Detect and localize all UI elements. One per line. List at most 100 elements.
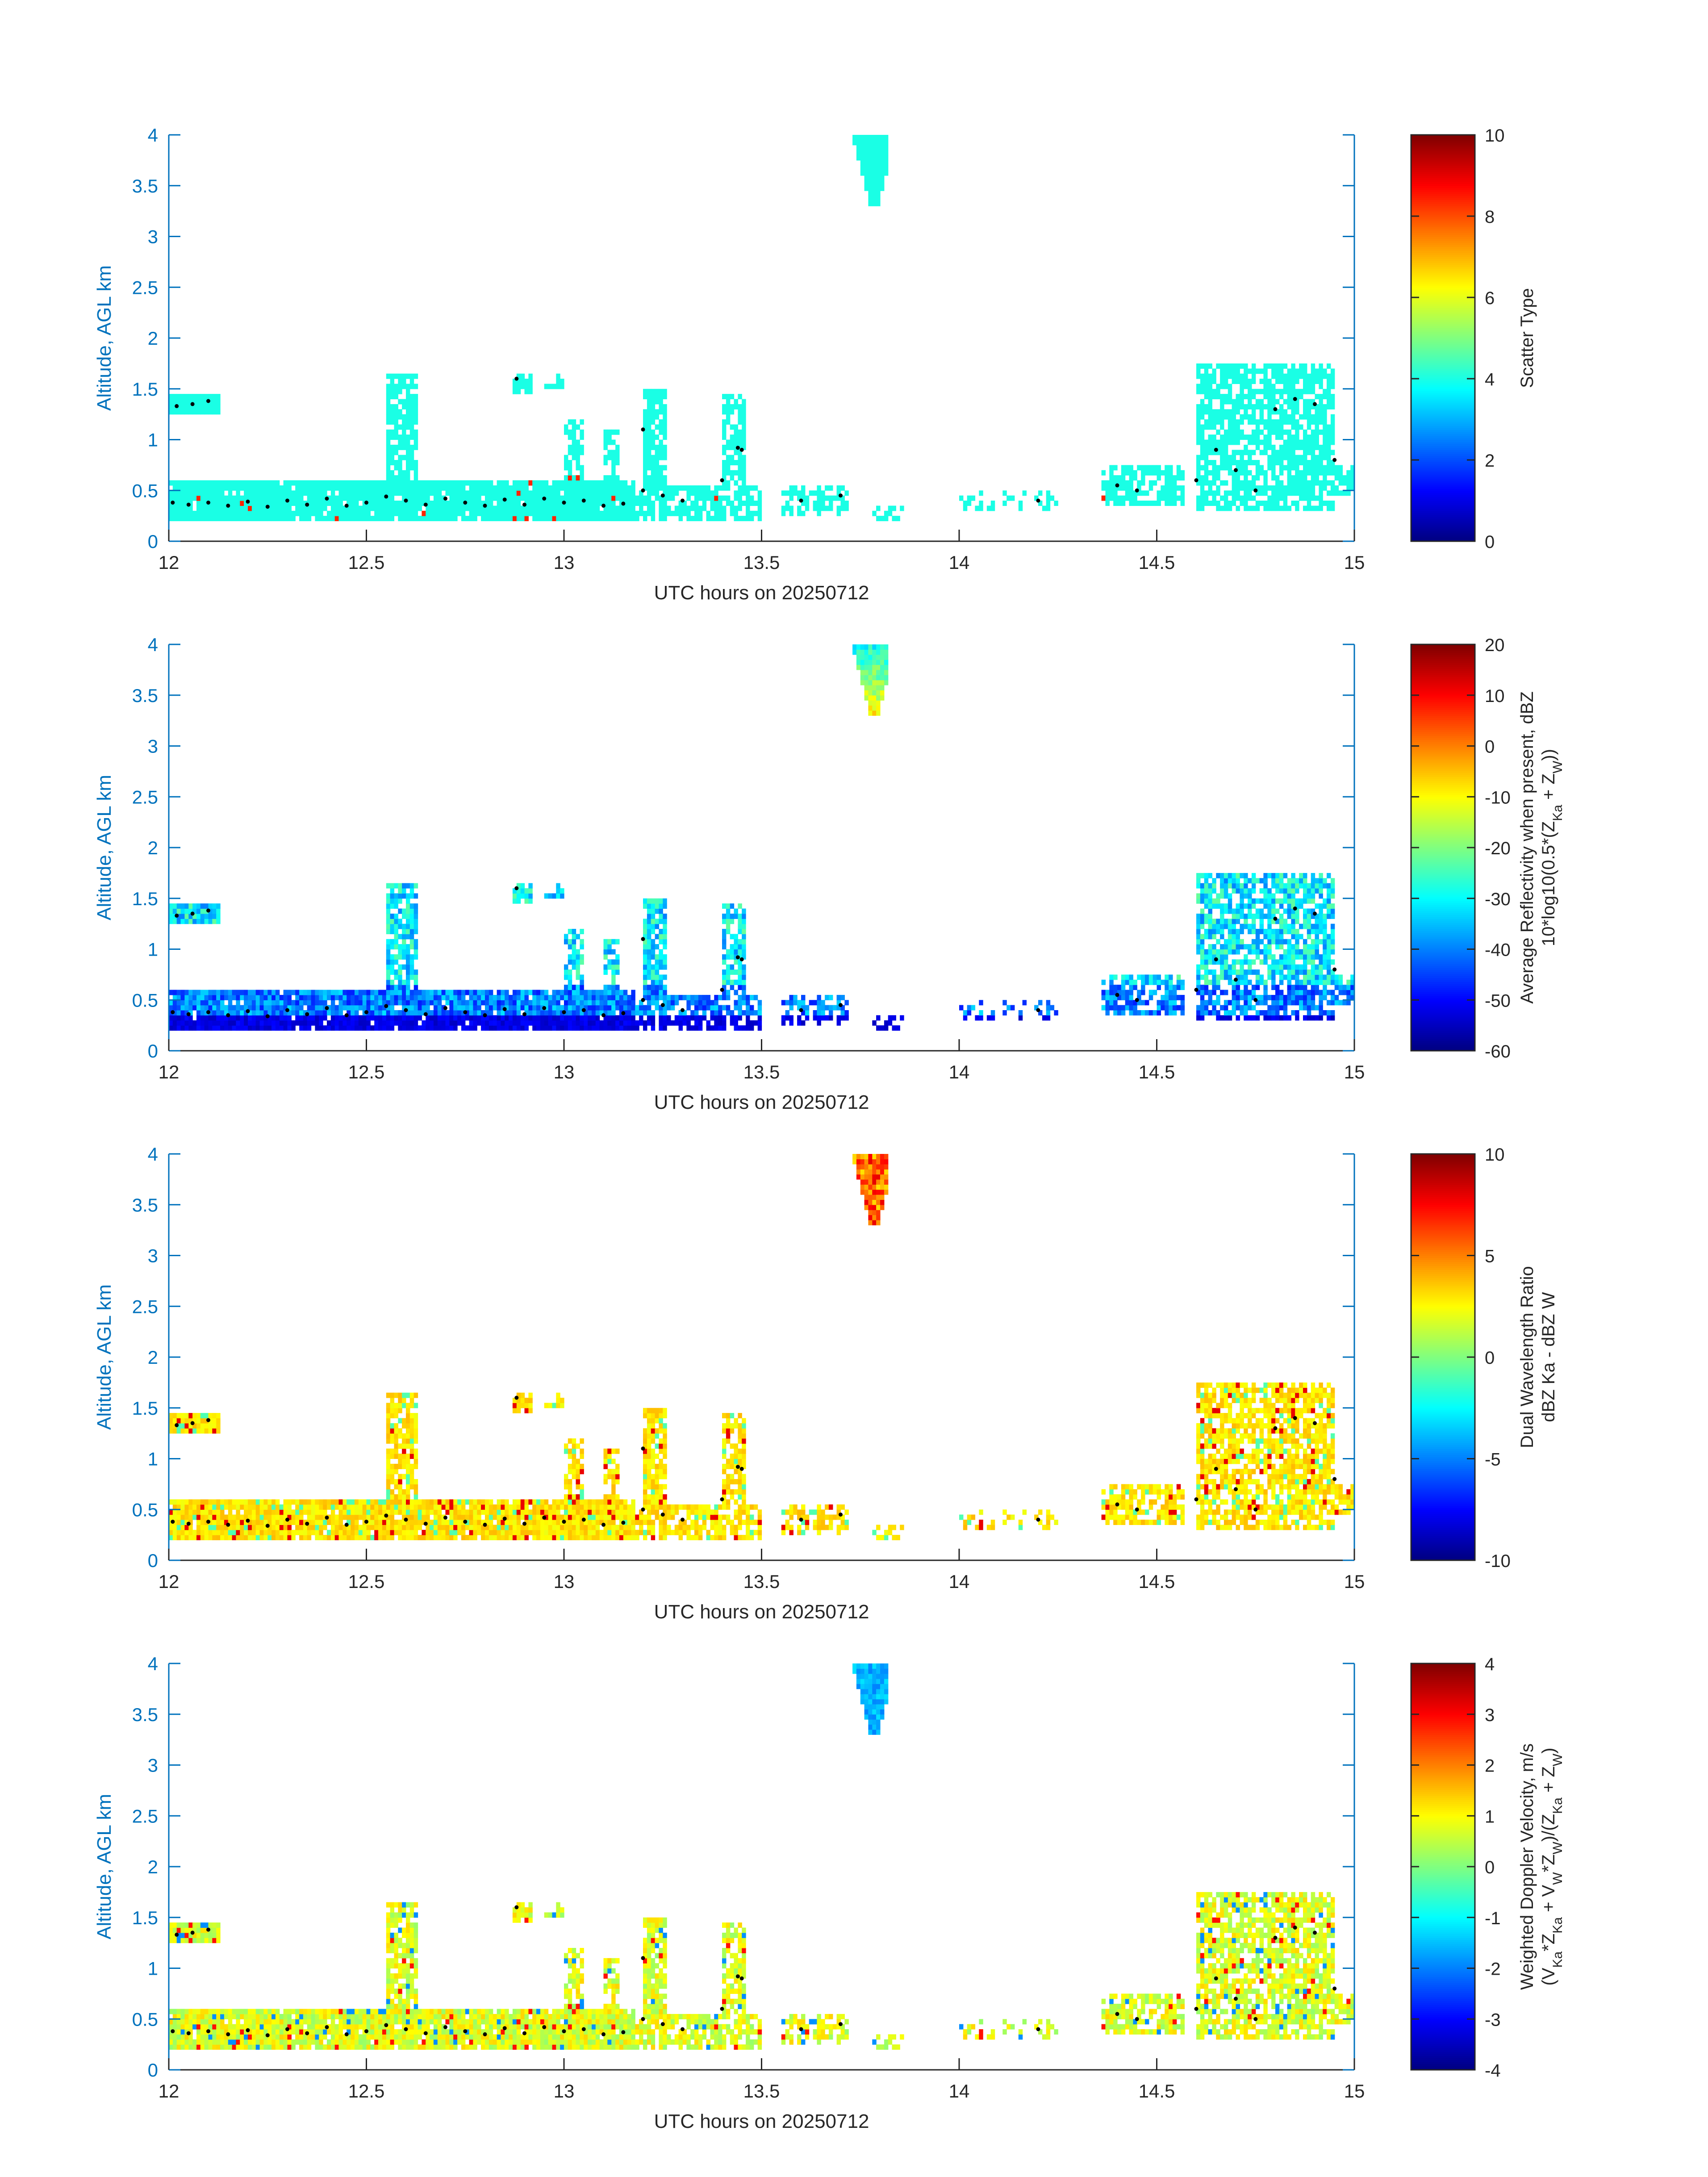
heatmap-cell xyxy=(347,485,351,491)
heatmap-cell xyxy=(856,150,861,156)
heatmap-cell xyxy=(797,490,802,496)
heatmap-cell xyxy=(449,1000,454,1006)
heatmap-cell xyxy=(742,964,746,970)
heatmap-cell xyxy=(560,994,564,1000)
heatmap-cell xyxy=(374,480,379,486)
heatmap-cell xyxy=(876,145,881,150)
heatmap-cell xyxy=(351,1010,355,1015)
heatmap-cell xyxy=(485,490,489,496)
heatmap-cell xyxy=(714,495,718,501)
heatmap-cell xyxy=(1228,903,1232,909)
heatmap-cell xyxy=(457,1000,462,1006)
heatmap-cell xyxy=(295,990,300,995)
heatmap-cell xyxy=(1204,480,1209,486)
heatmap-cell xyxy=(501,506,505,511)
heatmap-cell xyxy=(726,439,731,445)
heatmap-cell xyxy=(576,1015,580,1021)
heatmap-cell xyxy=(319,490,323,496)
heatmap-cell xyxy=(1212,379,1216,384)
heatmap-cell xyxy=(1212,414,1216,420)
heatmap-cell xyxy=(615,985,620,990)
heatmap-cell xyxy=(647,1015,651,1021)
heatmap-cell xyxy=(588,990,592,995)
heatmap-cell xyxy=(742,399,746,405)
heatmap-cell xyxy=(358,506,363,511)
heatmap-cell xyxy=(176,1020,181,1026)
heatmap-cell xyxy=(663,913,667,919)
heatmap-cell xyxy=(872,654,877,660)
colorbar-swatch xyxy=(1411,435,1475,438)
heatmap-cell xyxy=(473,506,477,511)
heatmap-cell xyxy=(651,949,656,955)
heatmap-cell xyxy=(801,994,806,1000)
heatmap-cell xyxy=(224,516,229,522)
heatmap-cell xyxy=(418,506,422,511)
y-axis-label: Altitude, AGL km xyxy=(93,265,115,411)
heatmap-cell xyxy=(627,1025,632,1031)
heatmap-cell xyxy=(710,1010,714,1015)
heatmap-cell xyxy=(1291,424,1295,430)
heatmap-cell xyxy=(580,435,584,440)
heatmap-cell xyxy=(208,919,213,924)
heatmap-cell xyxy=(386,1015,391,1021)
heatmap-cell xyxy=(884,1020,889,1026)
heatmap-cell xyxy=(1224,959,1228,965)
heatmap-cell xyxy=(1251,373,1256,379)
heatmap-cell xyxy=(1200,409,1205,415)
heatmap-cell xyxy=(275,501,280,506)
heatmap-cell xyxy=(477,1000,481,1006)
heatmap-cell xyxy=(1248,460,1252,465)
heatmap-cell xyxy=(433,510,438,516)
heatmap-cell xyxy=(1287,450,1292,455)
heatmap-cell xyxy=(263,480,268,486)
heatmap-cell xyxy=(259,495,264,501)
heatmap-cell xyxy=(615,506,620,511)
heatmap-cell xyxy=(1232,501,1236,506)
heatmap-cell xyxy=(742,974,746,980)
heatmap-cell xyxy=(548,994,553,1000)
heatmap-cell xyxy=(330,490,335,496)
heatmap-cell xyxy=(1113,485,1118,491)
heatmap-cell xyxy=(307,994,312,1000)
heatmap-cell xyxy=(232,1010,237,1015)
heatmap-cell xyxy=(1303,450,1307,455)
heatmap-cell xyxy=(1228,455,1232,460)
heatmap-cell xyxy=(718,501,722,506)
heatmap-cell xyxy=(1271,373,1276,379)
heatmap-cell xyxy=(1161,490,1165,496)
heatmap-cell xyxy=(1196,944,1201,950)
heatmap-cell xyxy=(180,399,185,405)
heatmap-cell xyxy=(868,705,873,711)
heatmap-cell xyxy=(390,435,395,440)
heatmap-cell xyxy=(643,394,647,400)
heatmap-cell xyxy=(1224,949,1228,955)
heatmap-cell xyxy=(1176,470,1181,476)
heatmap-cell xyxy=(461,480,466,486)
heatmap-cell xyxy=(422,994,426,1000)
heatmap-cell xyxy=(1109,1005,1114,1011)
heatmap-cell xyxy=(516,480,521,486)
colorbar-label: Scatter Type xyxy=(1517,288,1537,388)
heatmap-cell xyxy=(204,506,209,511)
heatmap-cell xyxy=(394,954,398,960)
heatmap-cell xyxy=(1216,1015,1220,1021)
heatmap-cell xyxy=(627,506,632,511)
heatmap-cell xyxy=(659,444,663,450)
heatmap-cell xyxy=(188,1025,193,1031)
heatmap-cell xyxy=(394,1010,398,1015)
heatmap-cell xyxy=(876,669,881,675)
heatmap-cell xyxy=(611,994,616,1000)
heatmap-cell xyxy=(635,510,639,516)
heatmap-cell xyxy=(1303,404,1307,409)
heatmap-cell xyxy=(413,495,418,501)
heatmap-cell xyxy=(248,480,252,486)
heatmap-cell xyxy=(1208,934,1212,940)
heatmap-cell xyxy=(659,974,663,980)
heatmap-cell xyxy=(619,1020,624,1026)
heatmap-cell xyxy=(319,506,323,511)
colorbar-swatch xyxy=(1411,263,1475,265)
heatmap-cell xyxy=(1279,490,1284,496)
heatmap-cell xyxy=(1279,414,1284,420)
heatmap-cell xyxy=(651,1000,656,1006)
heatmap-cell xyxy=(1220,455,1224,460)
